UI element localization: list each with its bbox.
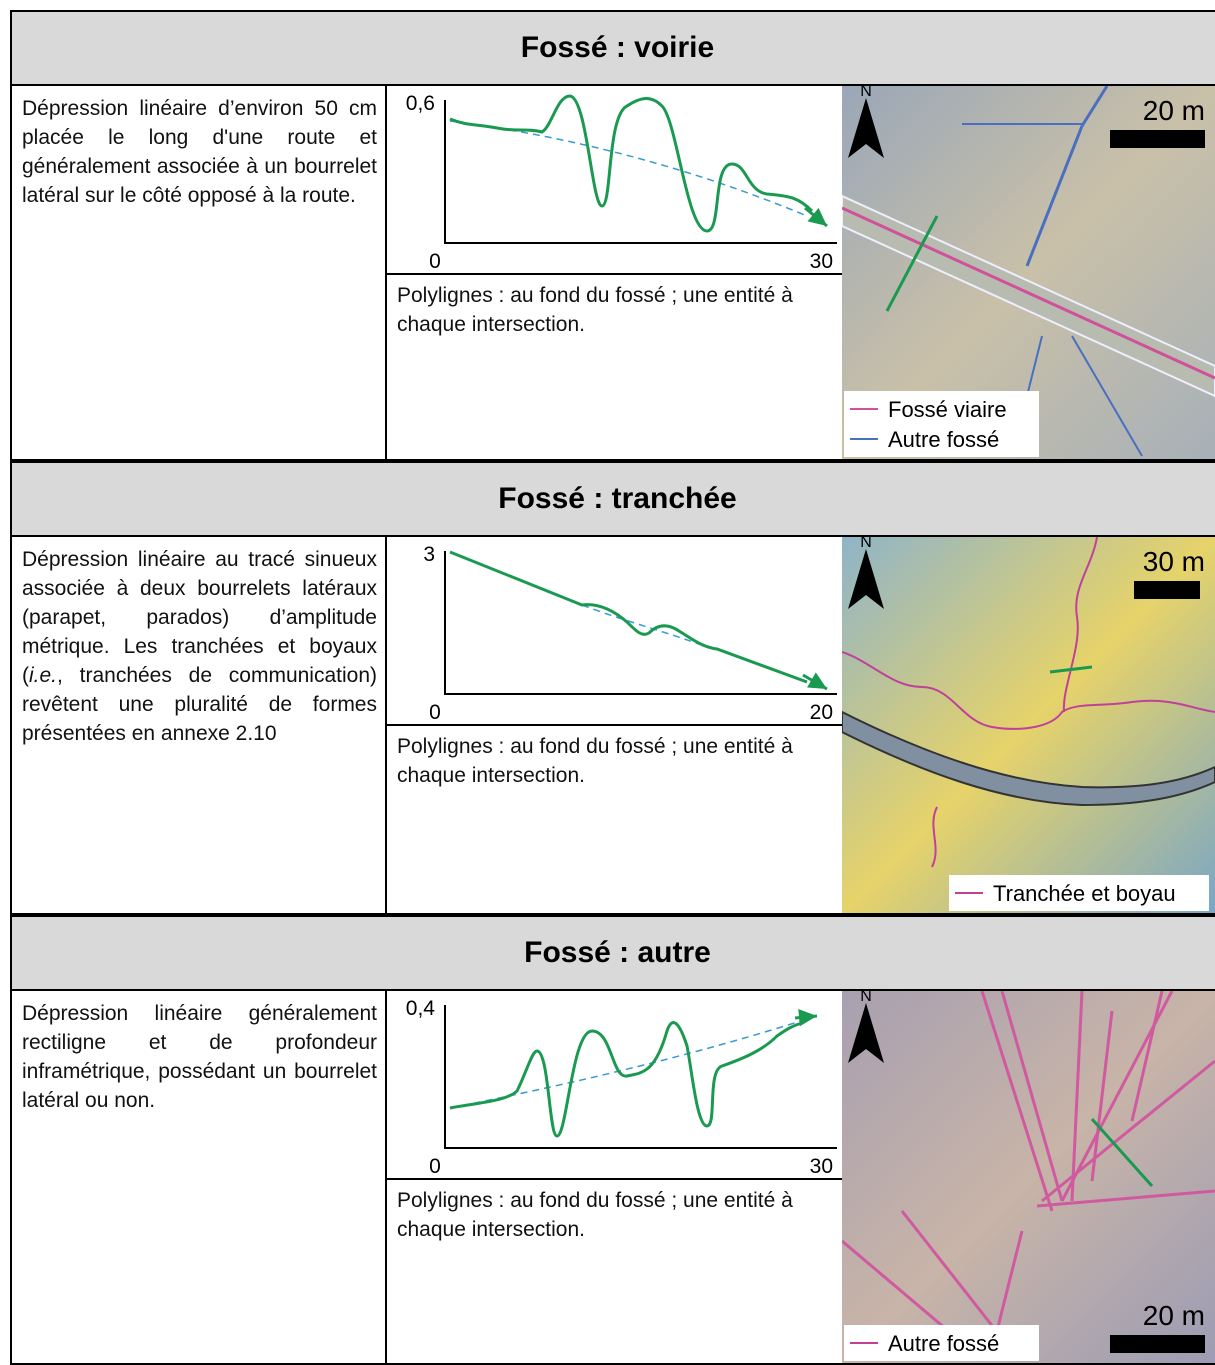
trend-line: [449, 1018, 808, 1109]
trench: [1062, 537, 1098, 713]
y-max-label: 3: [423, 543, 435, 566]
scale-bar: [1110, 1335, 1205, 1353]
map-cell: N 30 m Tranchée et boyau: [842, 537, 1215, 915]
scale-bar: [1134, 581, 1200, 599]
y-max-label: 0,4: [406, 997, 436, 1020]
map-image: N 20 m Fossé viaire Autre fossé: [842, 86, 1215, 459]
north-label: N: [860, 86, 872, 100]
north-arrow: [848, 1003, 884, 1063]
profile-caption: Polylignes : au fond du fossé ; une enti…: [397, 284, 793, 336]
map-feature: [1090, 1117, 1154, 1188]
origin-label: 0: [429, 1155, 441, 1178]
scale-label: 20 m: [1143, 95, 1205, 126]
x-max-label: 20: [810, 701, 833, 724]
section-title: Fossé : voirie: [10, 10, 1215, 86]
description-text: Dépression linéaire au tracé sinueux ass…: [22, 548, 377, 687]
map-feature: [1090, 1010, 1114, 1182]
arrow-head: [807, 672, 827, 689]
profile-caption: Polylignes : au fond du fossé ; une enti…: [397, 735, 793, 787]
north-label: N: [860, 537, 872, 551]
map-cell: N 20 m Autre fossé: [842, 991, 1215, 1365]
profile-diagram: 0,6 0 30: [406, 92, 837, 273]
map-feature: [842, 206, 1215, 380]
description: Dépression linéaire au tracé sinueux ass…: [10, 537, 387, 915]
divider: [387, 1178, 844, 1180]
north-arrow: [848, 98, 884, 158]
map-feature: [1049, 665, 1093, 674]
x-max-label: 30: [810, 250, 833, 273]
cutting: [842, 710, 1215, 807]
map-feature: [980, 991, 1054, 1212]
trench: [842, 651, 1215, 730]
description: Dépression linéaire généralement rectili…: [10, 991, 387, 1365]
legend-box: [844, 391, 1039, 457]
legend-label: Fossé viaire: [888, 397, 1007, 422]
description-text: i.e.: [29, 664, 58, 687]
map-cell: N 20 m Fossé viaire Autre fossé: [842, 86, 1215, 461]
x-max-label: 30: [810, 1155, 833, 1178]
axes: [444, 551, 837, 695]
scale-label: 30 m: [1143, 546, 1205, 577]
profile-cell: 0,4 0 30 Polylignes : au fond du fossé ; un…: [385, 991, 844, 1365]
scale-bar: [1110, 130, 1205, 148]
description-text: Dépression linéaire d’environ 50 cm plac…: [22, 97, 377, 207]
map-background: [842, 537, 1215, 913]
map-background: [842, 991, 1215, 1363]
arrow-head: [798, 1008, 817, 1027]
scale-label: 20 m: [1143, 1300, 1205, 1331]
origin-label: 0: [429, 701, 441, 724]
section-title: Fossé : autre: [10, 915, 1215, 991]
profile-curve: [449, 94, 814, 233]
map-feature: [1080, 86, 1109, 127]
map-feature: [1025, 125, 1084, 267]
y-max-label: 0,6: [406, 92, 435, 115]
description-text: , tranchées de communication) revêtent u…: [22, 664, 377, 745]
trend-line: [581, 604, 708, 648]
profile-caption: Polylignes : au fond du fossé ; une enti…: [397, 1189, 793, 1241]
profile-diagram: 3 0 20: [423, 543, 837, 724]
map-feature: [1041, 1059, 1215, 1203]
map-feature: [1071, 335, 1143, 457]
origin-label: 0: [429, 250, 441, 273]
profile-cell: 0,6 0 30 Polylignes : au fond du fossé ; un…: [385, 86, 844, 461]
north-label: N: [860, 991, 872, 1005]
map-image: N 30 m Tranchée et boyau: [842, 537, 1215, 913]
divider: [387, 724, 844, 726]
arrow-head: [807, 207, 827, 226]
profile-cell: 3 0 20 Polylignes : au fond du fossé ; une …: [385, 537, 844, 915]
map-image: N 20 m Autre fossé: [842, 991, 1215, 1363]
profile-curve: [449, 550, 808, 684]
description: Dépression linéaire d’environ 50 cm plac…: [10, 86, 387, 461]
north-arrow: [848, 549, 884, 609]
description-text: Dépression linéaire généralement rectili…: [22, 1002, 377, 1112]
divider: [387, 273, 844, 275]
map-feature: [1000, 991, 1064, 1202]
legend-label: Autre fossé: [888, 427, 999, 452]
road: [842, 194, 1215, 398]
legend-label: Autre fossé: [888, 1331, 999, 1356]
profile-diagram: 0,4 0 30: [406, 997, 837, 1178]
trench: [931, 806, 938, 868]
axes: [444, 1005, 837, 1149]
map-feature: [1036, 1189, 1215, 1208]
legend-label: Tranchée et boyau: [993, 881, 1176, 906]
trend-line: [449, 120, 808, 217]
legend-box: [949, 875, 1209, 911]
section-title: Fossé : tranchée: [10, 461, 1215, 537]
map-feature: [885, 215, 939, 312]
map-feature: [1130, 991, 1164, 1122]
axes: [444, 100, 837, 244]
map-feature: [1070, 991, 1084, 1202]
profile-curve: [449, 1021, 803, 1138]
